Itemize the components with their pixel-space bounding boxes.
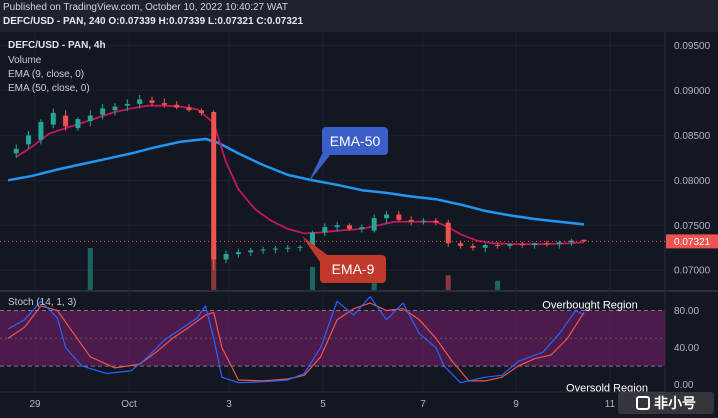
candle-body — [75, 119, 81, 129]
candle-body — [235, 252, 241, 255]
candle-body — [13, 148, 19, 154]
candle-body — [470, 245, 476, 248]
candle-body — [297, 246, 303, 248]
x-tick-label: 5 — [320, 399, 326, 410]
candle-body — [421, 220, 427, 222]
stoch-y-tick-label: 40.00 — [674, 343, 699, 354]
watermark: 非小号 — [618, 392, 714, 414]
ema50-callout-box — [322, 127, 388, 155]
candle-body — [556, 242, 562, 245]
candle-body — [112, 106, 118, 111]
volume-bar — [445, 275, 451, 290]
main-pane — [0, 32, 718, 290]
last-price-tag — [666, 234, 718, 249]
legend-volume[interactable]: Volume — [8, 55, 42, 66]
low-value: L:0.07321 — [207, 16, 254, 27]
candle-body — [137, 99, 143, 104]
volume-bar — [495, 280, 501, 290]
candle-body — [359, 227, 365, 229]
candle-body — [161, 103, 167, 105]
y-tick-label: 0.08500 — [674, 131, 711, 142]
stoch-k-line — [7, 296, 585, 384]
watermark-icon — [636, 396, 650, 410]
candle-body — [334, 225, 340, 228]
volume-bar — [87, 248, 93, 290]
candle-body — [346, 225, 352, 229]
volume-bar — [371, 279, 377, 290]
candle-body — [149, 100, 155, 104]
candle-body — [433, 220, 439, 223]
ohlc-line: DEFC/USD - PAN, 240 O:0.07339 H:0.07339 … — [3, 16, 303, 27]
ema9-line — [15, 104, 585, 246]
candle-body — [38, 121, 44, 140]
close-value: C:0.07321 — [256, 16, 304, 27]
volume-bar — [309, 266, 315, 290]
y-tick-label: 0.09500 — [674, 41, 711, 52]
x-tick-label: Oct — [121, 399, 137, 410]
candle-body — [260, 249, 266, 251]
candle-body — [569, 240, 575, 243]
symbol-label: DEFC/USD - PAN, 240 — [3, 16, 106, 27]
candle-body — [211, 112, 217, 260]
candle-body — [223, 254, 229, 260]
candle-body — [87, 115, 93, 121]
x-tick-label: 11 — [605, 399, 616, 410]
candle-body — [63, 115, 69, 127]
candle-body — [371, 218, 377, 231]
stoch-y-tick-label: 80.00 — [674, 306, 699, 317]
candle-body — [174, 104, 180, 108]
published-line: Published on TradingView.com, October 10… — [3, 2, 288, 13]
candle-body — [507, 244, 513, 246]
ema50-callout-pointer — [308, 150, 334, 183]
candle-body — [396, 214, 402, 220]
ema50-callout-text: EMA-50 — [330, 133, 381, 149]
header-bar: Published on TradingView.com, October 10… — [0, 0, 718, 32]
candle-body — [186, 107, 192, 111]
candle-body — [482, 245, 488, 248]
legend-ema9[interactable]: EMA (9, close, 0) — [8, 69, 85, 80]
candle-body — [384, 214, 390, 219]
candle-body — [100, 108, 106, 115]
stoch-d-line — [7, 302, 585, 382]
candle-body — [272, 248, 278, 250]
watermark-text: 非小号 — [654, 395, 696, 411]
y-tick-label: 0.07500 — [674, 221, 711, 232]
legend-ema50[interactable]: EMA (50, close, 0) — [8, 83, 90, 94]
stoch-y-tick-label: 0.00 — [674, 380, 694, 391]
x-tick-label: 7 — [420, 399, 426, 410]
x-axis-bar — [0, 392, 718, 418]
x-tick-label: 9 — [513, 399, 519, 410]
open-value: O:0.07339 — [108, 16, 156, 27]
candle-body — [581, 239, 587, 242]
legend-stoch[interactable]: Stoch (14, 1, 3) — [8, 297, 77, 308]
candle-body — [544, 243, 550, 245]
candle-body — [519, 244, 525, 246]
candle-body — [50, 112, 56, 125]
candle-body — [309, 232, 315, 247]
ema50-line — [7, 137, 585, 226]
legend-title: DEFC/USD - PAN, 4h — [8, 40, 106, 51]
ema9-callout-text: EMA-9 — [332, 261, 375, 277]
candle-body — [198, 110, 204, 113]
candle-body — [408, 219, 414, 222]
y-tick-label: 0.08000 — [674, 176, 711, 187]
candle-body — [532, 243, 538, 246]
candle-body — [458, 243, 464, 246]
candle-body — [26, 135, 32, 145]
y-tick-label: 0.07000 — [674, 266, 711, 277]
candle-body — [495, 245, 501, 247]
ema9-callout-box — [320, 255, 386, 283]
candle-body — [124, 103, 130, 106]
candle-body — [248, 250, 254, 253]
y-tick-label: 0.09000 — [674, 86, 711, 97]
last-price-label: 0.07321 — [674, 237, 711, 248]
x-tick-label: 3 — [226, 399, 232, 410]
x-tick-label: 29 — [29, 399, 41, 410]
candle-body — [322, 227, 328, 233]
high-value: H:0.07339 — [158, 16, 206, 27]
candle-body — [285, 247, 291, 249]
candle-body — [445, 222, 451, 244]
overbought-label: Overbought Region — [542, 300, 637, 312]
